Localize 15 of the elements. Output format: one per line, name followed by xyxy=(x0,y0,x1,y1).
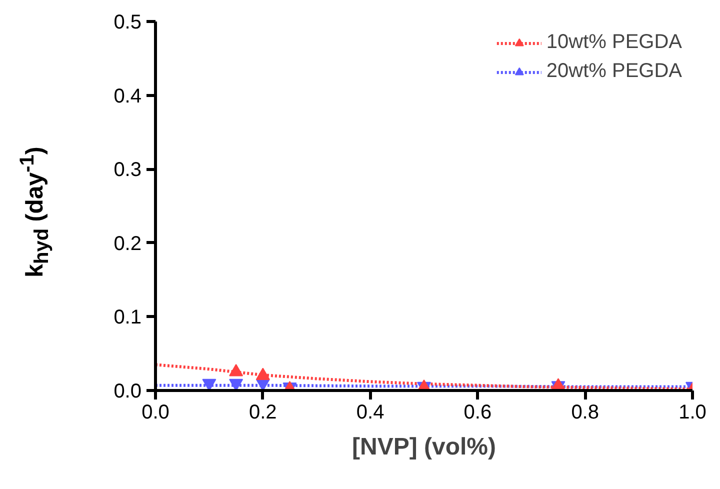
x-tick-label: 1.0 xyxy=(678,402,706,424)
legend-label: 10wt% PEGDA xyxy=(546,31,682,54)
y-tick-label: 0.1 xyxy=(114,306,142,329)
x-tick-label: 0.4 xyxy=(356,402,384,424)
y-tick-label: 0.3 xyxy=(114,159,142,182)
x-tick-label: 0.8 xyxy=(571,402,600,424)
x-tick-label: 0.2 xyxy=(249,402,277,424)
y-tick-label: 0.4 xyxy=(114,85,142,108)
y-tick-label: 0.2 xyxy=(114,232,142,255)
legend-label: 20wt% PEGDA xyxy=(546,60,682,83)
y-tick-label: 0.0 xyxy=(114,380,142,402)
x-tick-label: 0.0 xyxy=(142,402,170,424)
y-tick-label: 0.5 xyxy=(114,12,142,34)
x-tick-label: 0.6 xyxy=(464,402,492,424)
x-axis-title: [NVP] (vol%) xyxy=(352,434,496,460)
